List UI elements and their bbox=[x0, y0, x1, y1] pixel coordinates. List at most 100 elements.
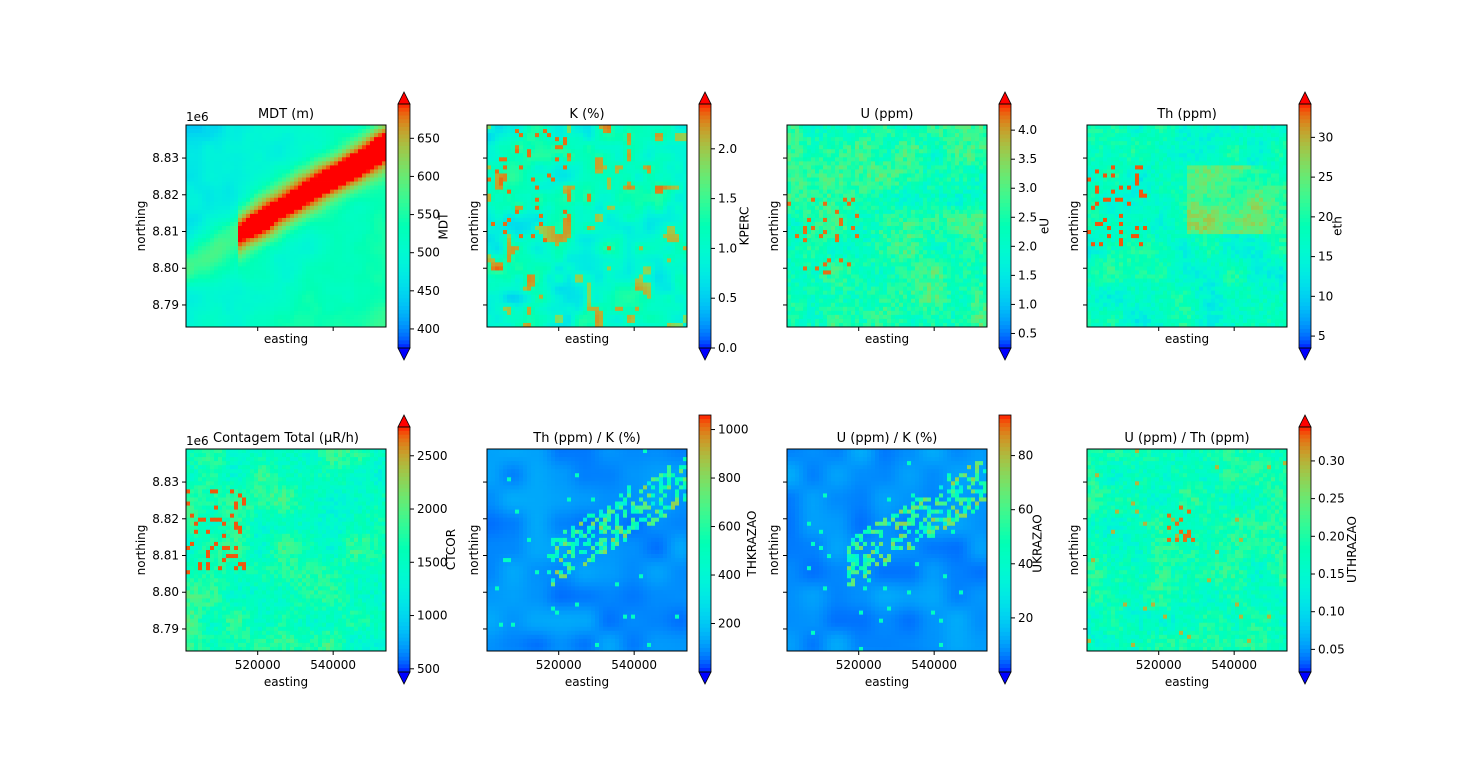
heatmap-cell bbox=[238, 153, 242, 157]
heatmap-cell bbox=[627, 315, 631, 319]
heatmap-cell bbox=[547, 238, 551, 242]
heatmap-cell bbox=[627, 262, 631, 266]
heatmap-cell bbox=[338, 287, 342, 291]
heatmap-cell bbox=[543, 299, 547, 303]
colorbar-segment bbox=[398, 138, 410, 142]
heatmap-cell bbox=[202, 262, 206, 266]
heatmap-cell bbox=[659, 246, 663, 250]
heatmap-cell bbox=[254, 279, 258, 283]
heatmap-cell bbox=[230, 258, 234, 262]
heatmap-cell bbox=[519, 157, 523, 161]
heatmap-cell bbox=[314, 178, 318, 182]
heatmap-cell bbox=[555, 161, 559, 165]
heatmap-cell bbox=[370, 137, 374, 141]
heatmap-cell bbox=[194, 210, 198, 214]
heatmap-cell bbox=[278, 182, 282, 186]
heatmap-cell bbox=[262, 307, 266, 311]
heatmap-cell bbox=[378, 311, 382, 315]
heatmap-cell bbox=[278, 315, 282, 319]
heatmap-cell bbox=[659, 287, 663, 291]
heatmap-cell bbox=[527, 169, 531, 173]
heatmap-cell bbox=[250, 279, 254, 283]
heatmap-cell bbox=[679, 270, 683, 274]
heatmap-cell bbox=[543, 137, 547, 141]
heatmap-cell bbox=[342, 173, 346, 177]
heatmap-cell bbox=[671, 169, 675, 173]
heatmap-cell bbox=[591, 307, 595, 311]
heatmap-cell bbox=[234, 226, 238, 230]
heatmap-cell bbox=[286, 291, 290, 295]
heatmap-cell bbox=[539, 270, 543, 274]
heatmap-cell bbox=[258, 238, 262, 242]
heatmap-cell bbox=[531, 137, 535, 141]
colorbar-segment bbox=[398, 340, 410, 344]
heatmap-cell bbox=[507, 266, 511, 270]
heatmap-cell bbox=[507, 222, 511, 226]
heatmap-cell bbox=[655, 173, 659, 177]
heatmap-cell bbox=[531, 194, 535, 198]
heatmap-cell bbox=[599, 266, 603, 270]
heatmap-cell bbox=[286, 262, 290, 266]
heatmap-cell bbox=[378, 315, 382, 319]
heatmap-cell bbox=[318, 153, 322, 157]
heatmap-cell bbox=[186, 295, 190, 299]
heatmap-cell bbox=[206, 295, 210, 299]
heatmap-cell bbox=[222, 311, 226, 315]
heatmap-cell bbox=[655, 133, 659, 137]
colorbar-segment bbox=[398, 161, 410, 165]
heatmap-cell bbox=[599, 165, 603, 169]
heatmap-cell bbox=[675, 234, 679, 238]
heatmap-cell bbox=[338, 307, 342, 311]
heatmap-cell bbox=[234, 238, 238, 242]
heatmap-cell bbox=[270, 258, 274, 262]
heatmap-cell bbox=[663, 169, 667, 173]
heatmap-cell bbox=[234, 157, 238, 161]
heatmap-cell bbox=[370, 157, 374, 161]
heatmap-cell bbox=[603, 295, 607, 299]
heatmap-cell bbox=[310, 129, 314, 133]
heatmap-cell bbox=[535, 242, 539, 246]
heatmap-cell bbox=[282, 206, 286, 210]
heatmap-cell bbox=[559, 283, 563, 287]
heatmap-cell bbox=[583, 254, 587, 258]
heatmap-cell bbox=[567, 186, 571, 190]
heatmap-cell bbox=[607, 262, 611, 266]
heatmap-cell bbox=[567, 190, 571, 194]
heatmap-cell bbox=[583, 165, 587, 169]
heatmap-cell bbox=[563, 169, 567, 173]
heatmap-cell bbox=[651, 202, 655, 206]
heatmap-cell bbox=[222, 242, 226, 246]
heatmap-cell bbox=[358, 250, 362, 254]
heatmap-cell bbox=[515, 145, 519, 149]
heatmap-cell bbox=[222, 169, 226, 173]
heatmap-cell bbox=[587, 182, 591, 186]
heatmap-cell bbox=[290, 169, 294, 173]
heatmap-cell bbox=[603, 230, 607, 234]
heatmap-cell bbox=[531, 226, 535, 230]
heatmap-cell bbox=[599, 250, 603, 254]
heatmap-cell bbox=[607, 186, 611, 190]
heatmap-cell bbox=[563, 129, 567, 133]
heatmap-cell bbox=[531, 169, 535, 173]
heatmap-cell bbox=[639, 145, 643, 149]
heatmap-cell bbox=[226, 218, 230, 222]
heatmap-cell bbox=[499, 210, 503, 214]
heatmap-cell bbox=[595, 214, 599, 218]
heatmap-cell bbox=[503, 315, 507, 319]
heatmap-cell bbox=[230, 218, 234, 222]
heatmap-cell bbox=[671, 202, 675, 206]
heatmap-cell bbox=[294, 238, 298, 242]
heatmap-cell bbox=[559, 266, 563, 270]
heatmap-cell bbox=[667, 242, 671, 246]
heatmap-cell bbox=[679, 279, 683, 283]
heatmap-cell bbox=[679, 262, 683, 266]
heatmap-cell bbox=[250, 165, 254, 169]
colorbar-segment bbox=[398, 180, 410, 184]
heatmap-cell bbox=[222, 190, 226, 194]
y-offset-label: 1e6 bbox=[186, 110, 209, 124]
heatmap-cell bbox=[374, 307, 378, 311]
heatmap-cell bbox=[338, 230, 342, 234]
heatmap-cell bbox=[579, 194, 583, 198]
heatmap-cell bbox=[254, 173, 258, 177]
heatmap-cell bbox=[370, 206, 374, 210]
